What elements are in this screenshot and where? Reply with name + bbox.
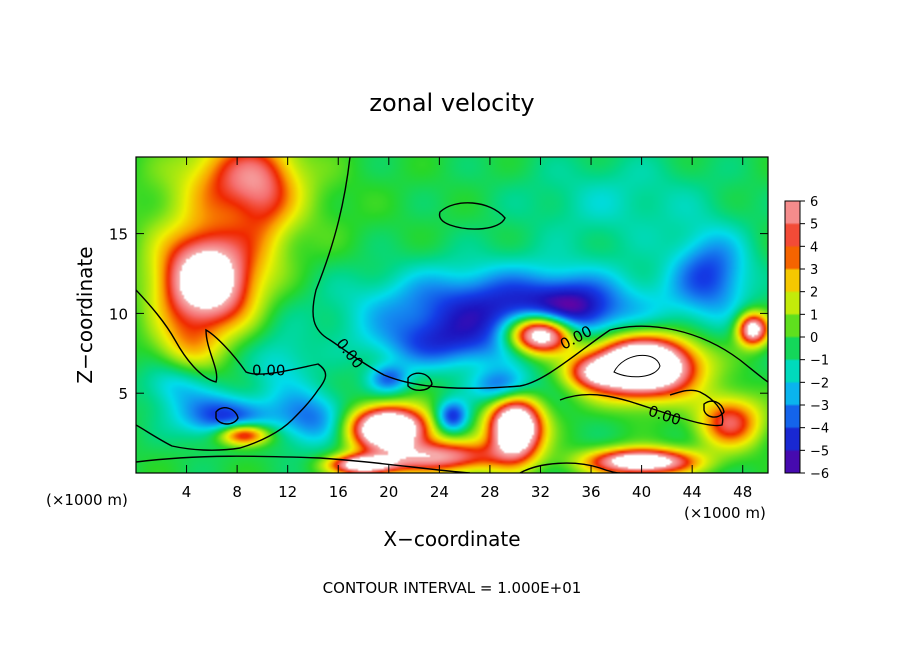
colorbar-tick-label: 4 [810, 240, 818, 255]
contour-line [136, 455, 471, 473]
chart-title: zonal velocity [369, 89, 534, 117]
x-tick-label: 44 [683, 483, 702, 501]
y-tick-label: 10 [109, 305, 128, 323]
x-unit-right: (×1000 m) [684, 504, 766, 522]
colorbar [785, 201, 800, 473]
colorbar-ticks: 6 5 4 3 2 1 0 −1 −2 −3 −4 −5 −6 [800, 195, 829, 482]
contour-line [703, 400, 725, 418]
colorbar-tick-label: 5 [810, 218, 818, 233]
contour-line [312, 157, 768, 389]
colorbar-tick-label: 2 [810, 286, 818, 301]
x-tick-label: 48 [733, 483, 752, 501]
colorbar-tick-label: −4 [810, 422, 829, 437]
y-tick-label: 5 [118, 385, 128, 403]
x-tick-label: 32 [531, 483, 550, 501]
contour-line [559, 389, 724, 427]
colorbar-tick-label: −3 [810, 399, 829, 414]
contour-line [438, 202, 506, 230]
x-tick-label: 40 [632, 483, 651, 501]
x-tick-label: 12 [278, 483, 297, 501]
colorbar-tick-label: −2 [810, 376, 829, 391]
x-tick-label: 28 [480, 483, 499, 501]
contour-line [407, 372, 433, 391]
y-axis: 5 10 15 [109, 226, 768, 403]
x-tick-label: 4 [182, 483, 192, 501]
x-tick-label: 8 [232, 483, 242, 501]
colorbar-tick-label: 6 [810, 195, 818, 210]
colorbar-tick-label: 0 [810, 331, 818, 346]
x-tick-label: 24 [430, 483, 449, 501]
y-tick-label: 15 [109, 226, 128, 244]
contour-interval-text: CONTOUR INTERVAL = 1.000E+01 [323, 579, 582, 597]
x-tick-label: 36 [581, 483, 600, 501]
plot-frame [135, 156, 769, 474]
contour-line [215, 407, 239, 425]
colorbar-tick-label: 3 [810, 263, 818, 278]
colorbar-tick-label: −6 [810, 467, 829, 482]
x-tick-label: 20 [379, 483, 398, 501]
colorbar-tick-label: 1 [810, 308, 818, 323]
zero-contours [136, 157, 768, 473]
velocity-field [136, 157, 768, 473]
x-tick-label: 16 [329, 483, 348, 501]
contour-label: 0.00 [252, 362, 285, 380]
x-axis-label: X−coordinate [383, 527, 520, 551]
colorbar-tick-label: −5 [810, 444, 829, 459]
contour-line [136, 289, 327, 451]
y-axis-label: Z−coordinate [73, 246, 97, 383]
contour-line [613, 354, 661, 378]
colorbar-tick-label: −1 [810, 354, 829, 369]
x-axis: 4 8 12 16 20 24 28 32 36 40 44 48 [182, 157, 752, 501]
x-unit-left: (×1000 m) [46, 491, 128, 509]
